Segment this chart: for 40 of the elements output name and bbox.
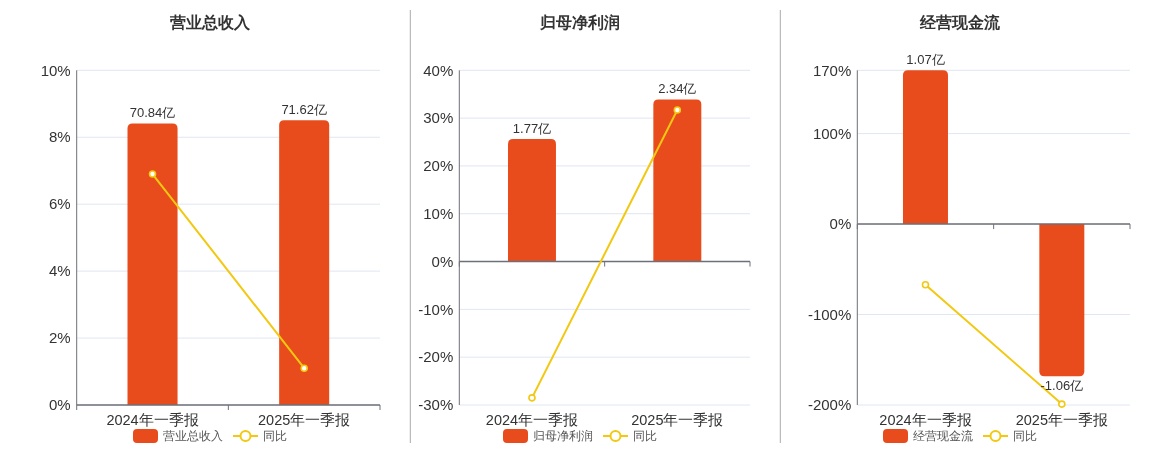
y-tick-label: -10% — [418, 300, 454, 318]
x-tick-label: 2025年一季报 — [258, 412, 351, 428]
x-tick-label: 2024年一季报 — [106, 412, 199, 428]
legend-label: 归母净利润 — [533, 429, 593, 444]
y-tick-label: 10% — [423, 204, 454, 222]
y-tick-label: -200% — [807, 396, 852, 414]
chart-title: 经营现金流 — [919, 14, 1001, 31]
data-label: -1.06亿 — [1040, 378, 1084, 394]
y-tick-label: 6% — [49, 195, 71, 213]
chart-title: 归母净利润 — [539, 14, 620, 31]
y-tick-label: 100% — [812, 124, 852, 142]
data-label: 1.07亿 — [906, 52, 945, 68]
legend-label: 经营现金流 — [913, 429, 973, 444]
x-tick-label: 2024年一季报 — [879, 412, 972, 428]
y-tick-label: 8% — [49, 128, 71, 146]
y-tick-label: -100% — [807, 305, 852, 323]
y-tick-label: -30% — [418, 396, 454, 414]
y-tick-label: 0% — [431, 252, 454, 270]
legend-label: 营业总收入 — [163, 429, 223, 444]
x-tick-label: 2024年一季报 — [485, 412, 579, 428]
chart-title: 营业总收入 — [169, 14, 251, 31]
data-label: 1.77亿 — [512, 120, 552, 136]
legend-label: 同比 — [1013, 429, 1037, 444]
y-tick-label: -20% — [418, 348, 454, 366]
data-label: 2.34亿 — [658, 81, 697, 97]
x-tick-label: 2025年一季报 — [631, 412, 724, 428]
y-tick-label: 4% — [49, 262, 71, 280]
y-tick-label: 0% — [49, 396, 71, 414]
legend-label: 同比 — [633, 429, 657, 444]
y-tick-label: 30% — [423, 109, 454, 127]
y-tick-label: 20% — [423, 157, 454, 175]
y-tick-label: 10% — [40, 61, 71, 79]
data-label: 71.62亿 — [281, 102, 327, 118]
y-tick-label: 40% — [423, 61, 454, 79]
y-tick-label: 2% — [49, 329, 71, 347]
y-tick-label: 170% — [812, 61, 852, 79]
legend-label: 同比 — [263, 429, 287, 444]
data-label: 70.84亿 — [129, 105, 176, 121]
x-tick-label: 2025年一季报 — [1015, 412, 1108, 428]
y-tick-label: 0% — [829, 215, 852, 233]
